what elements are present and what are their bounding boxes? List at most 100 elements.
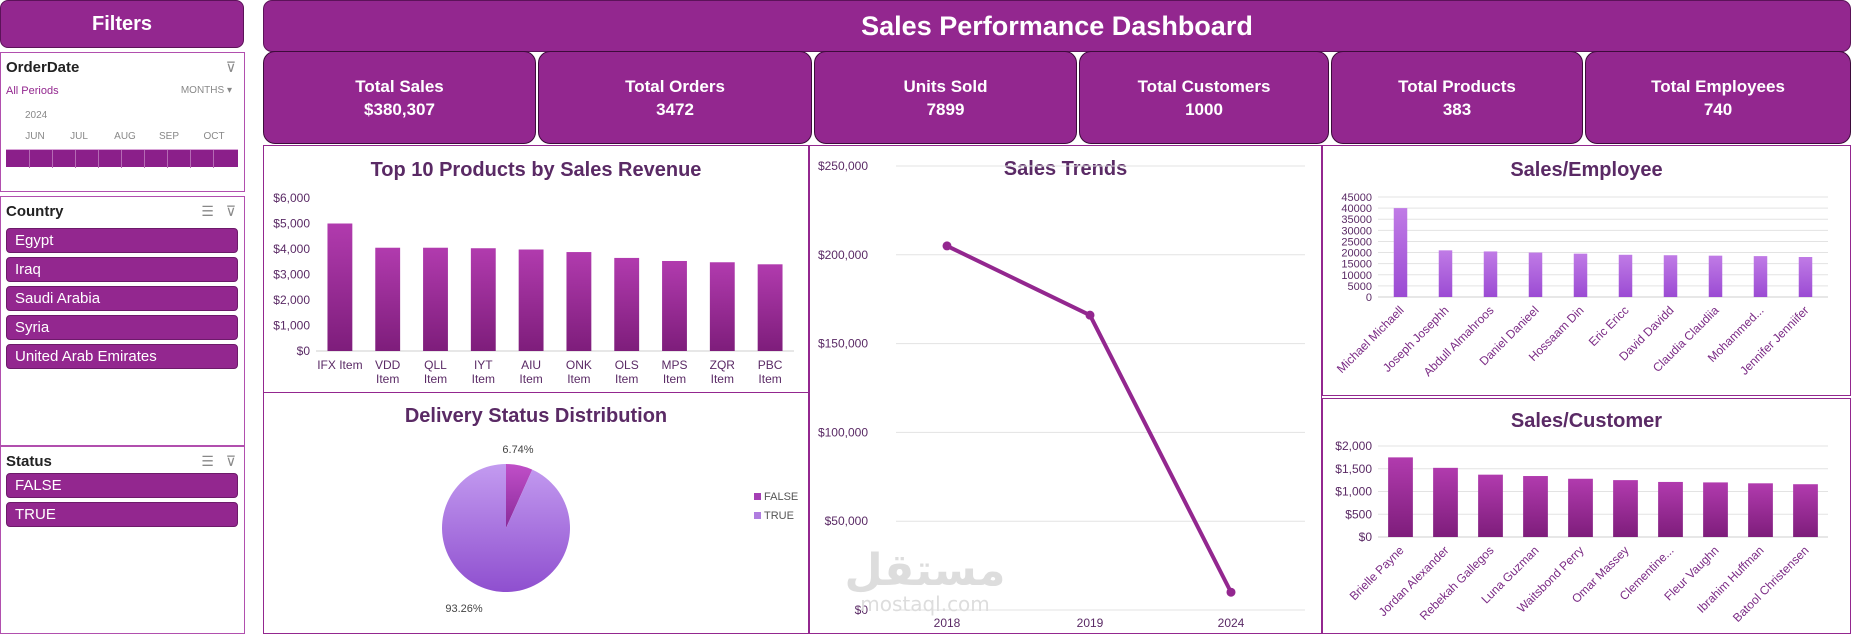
bar xyxy=(1523,476,1548,537)
bar xyxy=(1708,255,1723,297)
sales-trends-title: Sales Trends xyxy=(1003,158,1128,180)
y-tick-label: $0 xyxy=(855,603,869,617)
bar xyxy=(1433,467,1458,537)
y-tick-label: 35000 xyxy=(1341,214,1372,226)
status-item-true[interactable]: TRUE xyxy=(6,502,238,527)
bar xyxy=(1798,257,1813,297)
kpi-label: Total Employees xyxy=(1651,76,1785,96)
bar xyxy=(518,249,544,351)
y-tick-label: $100,000 xyxy=(818,425,868,439)
filter-clear-icon[interactable]: ⊽ xyxy=(225,59,236,75)
multi-select-icon[interactable]: ☰ xyxy=(201,453,214,469)
x-tick-label: IFX Item xyxy=(317,358,362,372)
watermark: مستقل mostaql.com xyxy=(835,545,1015,615)
dashboard-title: Sales Performance Dashboard xyxy=(861,10,1253,41)
top-products-chart: $0 $1,000 $2,000 $3,000 $4,000 $5,000 $6,000 IF… xyxy=(273,191,794,386)
x-tick-label: IYT Item xyxy=(472,358,495,386)
kpi-total-customers: Total Customers 1000 xyxy=(1079,51,1329,144)
kpi-label: Total Products xyxy=(1398,76,1516,96)
data-label: 93.26% xyxy=(445,603,483,615)
top-products-title: Top 10 Products by Sales Revenue xyxy=(370,159,702,181)
kpi-value: 740 xyxy=(1703,99,1733,119)
country-item-syria[interactable]: Syria xyxy=(6,315,238,340)
kpi-value: 7899 xyxy=(926,99,965,119)
y-tick-label: 25000 xyxy=(1341,236,1372,248)
timeline-title: OrderDate xyxy=(6,59,80,76)
timeline-level-dropdown[interactable]: MONTHS ▾ xyxy=(181,85,232,96)
country-item-egypt[interactable]: Egypt xyxy=(6,228,238,253)
y-tick-label: $200,000 xyxy=(818,248,868,262)
watermark-logo: مستقل xyxy=(844,545,1006,596)
x-tick-label: ONK Item xyxy=(566,358,592,386)
timeline-month: JUN xyxy=(25,131,45,142)
pie-slice xyxy=(506,464,533,528)
timeline-selection-bar[interactable] xyxy=(6,149,238,168)
kpi-total-employees: Total Employees 740 xyxy=(1585,51,1851,144)
bar xyxy=(1483,251,1498,297)
kpi-total-sales: Total Sales $380,307 xyxy=(263,51,536,144)
country-item-iraq[interactable]: Iraq xyxy=(6,257,238,282)
timeline-month: AUG xyxy=(114,131,136,142)
bar xyxy=(709,262,735,351)
kpi-label: Total Sales xyxy=(355,76,444,96)
y-tick-label: $0 xyxy=(297,344,311,358)
y-tick-label: $2,000 xyxy=(273,293,310,307)
y-tick-label: $1,000 xyxy=(1335,485,1372,499)
bar xyxy=(1573,253,1588,297)
y-tick-label: 10000 xyxy=(1341,270,1372,282)
x-tick-label: PBC Item xyxy=(758,358,783,386)
data-point xyxy=(1085,310,1095,320)
country-item-uae[interactable]: United Arab Emirates xyxy=(6,344,238,369)
y-tick-label: $150,000 xyxy=(818,337,868,351)
bar xyxy=(1793,484,1818,537)
y-tick-label: 5000 xyxy=(1348,281,1372,293)
bar xyxy=(1613,480,1638,537)
x-tick-label: QLL Item xyxy=(424,358,447,386)
filters-title: Filters xyxy=(91,12,153,35)
bar xyxy=(1393,208,1408,297)
delivery-status-panel: Delivery Status Distribution 6.74% 93.26%… xyxy=(263,393,809,634)
sales-trends-chart: $0 $50,000 $100,000 $150,000 $200,000 $250,00… xyxy=(818,159,1305,630)
delivery-status-title: Delivery Status Distribution xyxy=(404,405,668,427)
bar xyxy=(1478,474,1503,537)
kpi-total-orders: Total Orders 3472 xyxy=(538,51,812,144)
orderdate-timeline[interactable]: OrderDate ⊽ All Periods MONTHS ▾ 2024 JU… xyxy=(0,52,245,240)
x-tick-label: MPS Item xyxy=(661,358,687,386)
bar xyxy=(1748,483,1773,537)
sales-employee-chart: 0500010000150002000025000300003500040000… xyxy=(1334,192,1828,379)
sales-customer-title: Sales/Customer xyxy=(1510,410,1663,432)
multi-select-icon[interactable]: ☰ xyxy=(201,203,214,219)
y-tick-label: $5,000 xyxy=(273,217,310,231)
bar xyxy=(1753,256,1768,297)
kpi-value: $380,307 xyxy=(364,99,435,119)
y-tick-label: 20000 xyxy=(1341,248,1372,260)
kpi-total-products: Total Products 383 xyxy=(1331,51,1583,144)
timeline-year: 2024 xyxy=(25,110,48,121)
filters-header: Filters xyxy=(0,0,244,48)
x-tick-label: VDD Item xyxy=(375,358,401,386)
bar xyxy=(662,260,687,351)
status-item-false[interactable]: FALSE xyxy=(6,473,238,498)
y-tick-label: $2,000 xyxy=(1335,439,1372,453)
bar xyxy=(470,248,496,351)
y-tick-label: 30000 xyxy=(1341,225,1372,237)
bar xyxy=(1703,482,1728,537)
status-slicer: Status ☰ ⊽ FALSE TRUE xyxy=(0,446,245,634)
filter-clear-icon[interactable]: ⊽ xyxy=(225,203,236,219)
y-tick-label: $250,000 xyxy=(818,159,868,173)
y-tick-label: $50,000 xyxy=(825,514,869,528)
country-item-saudi-arabia[interactable]: Saudi Arabia xyxy=(6,286,238,311)
bar xyxy=(1568,478,1593,537)
bar xyxy=(327,223,353,351)
kpi-label: Units Sold xyxy=(903,76,988,96)
country-slicer-title: Country xyxy=(6,203,64,220)
bar xyxy=(375,247,401,351)
bar xyxy=(1528,252,1543,297)
sales-employee-title: Sales/Employee xyxy=(1510,159,1663,181)
y-tick-label: $1,500 xyxy=(1335,462,1372,476)
filter-clear-icon[interactable]: ⊽ xyxy=(225,453,236,469)
kpi-value: 383 xyxy=(1442,99,1472,119)
legend-label: FALSE xyxy=(764,491,798,503)
y-tick-label: $500 xyxy=(1345,507,1372,521)
